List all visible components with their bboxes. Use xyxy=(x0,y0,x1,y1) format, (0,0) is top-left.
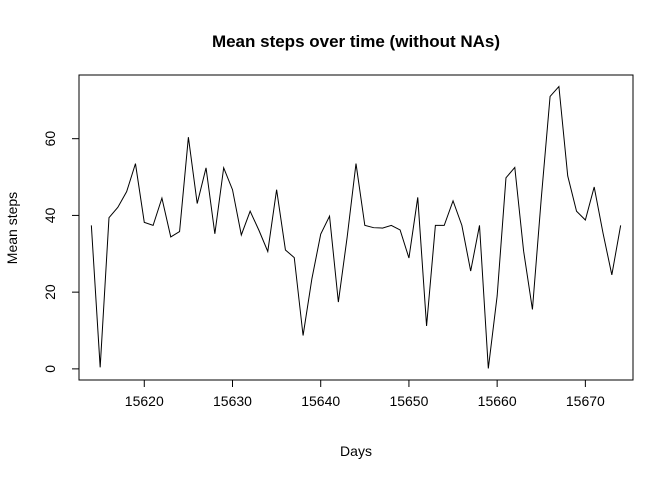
x-tick-label: 15660 xyxy=(478,393,517,409)
plot-frame xyxy=(78,74,634,381)
x-tick-label: 15650 xyxy=(389,393,428,409)
x-tick-label: 15640 xyxy=(301,393,340,409)
x-tick-label: 15670 xyxy=(566,393,605,409)
series-line xyxy=(90,85,622,369)
y-tick-label: 0 xyxy=(42,365,58,373)
y-axis-label: Mean steps xyxy=(4,192,20,264)
y-tick-label: 20 xyxy=(42,284,58,300)
x-tick-label: 15620 xyxy=(125,393,164,409)
y-axis: 0 20 40 60 xyxy=(42,131,80,373)
y-tick-label: 60 xyxy=(42,131,58,147)
x-tick-label: 15630 xyxy=(213,393,252,409)
x-axis: 15620 15630 15640 15650 15660 15670 xyxy=(125,379,605,409)
x-axis-label: Days xyxy=(340,443,372,459)
y-tick-label: 40 xyxy=(42,207,58,223)
chart-title: Mean steps over time (without NAs) xyxy=(212,32,500,51)
